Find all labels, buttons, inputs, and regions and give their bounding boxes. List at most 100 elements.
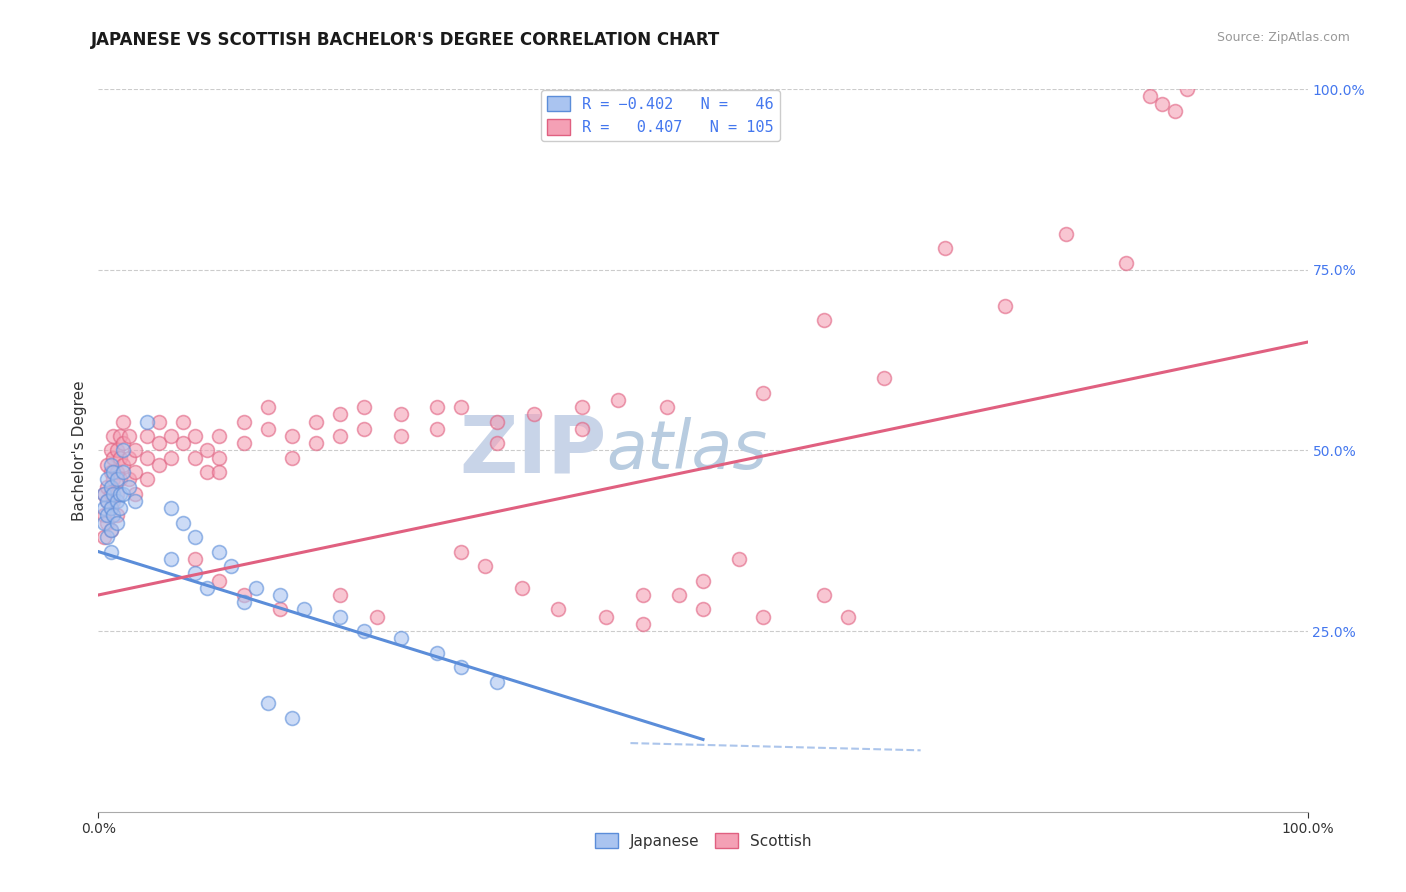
Point — [607, 392, 630, 407]
Point — [873, 371, 896, 385]
Point — [389, 632, 412, 646]
Point — [474, 559, 496, 574]
Point — [96, 480, 118, 494]
Point — [105, 516, 128, 530]
Point — [101, 472, 124, 486]
Point — [101, 494, 124, 508]
Point — [1054, 227, 1077, 241]
Point — [305, 436, 328, 450]
Point — [100, 501, 122, 516]
Point — [184, 530, 207, 544]
Point — [523, 407, 546, 421]
Point — [692, 602, 714, 616]
Point — [1175, 82, 1198, 96]
Point — [329, 407, 352, 421]
Point — [96, 508, 118, 523]
Point — [108, 472, 131, 486]
Point — [111, 443, 134, 458]
Point — [292, 602, 315, 616]
Point — [148, 458, 170, 472]
Point — [101, 465, 124, 479]
Point — [728, 551, 751, 566]
Point — [547, 602, 569, 616]
Point — [111, 487, 134, 501]
Point — [269, 588, 291, 602]
Point — [450, 544, 472, 558]
Point — [148, 415, 170, 429]
Point — [96, 458, 118, 472]
Point — [208, 450, 231, 465]
Point — [100, 501, 122, 516]
Point — [93, 530, 115, 544]
Point — [108, 501, 131, 516]
Legend: Japanese, Scottish: Japanese, Scottish — [589, 827, 817, 855]
Point — [172, 415, 194, 429]
Point — [1152, 96, 1174, 111]
Point — [135, 415, 157, 429]
Point — [111, 465, 134, 479]
Point — [353, 422, 375, 436]
Point — [232, 436, 254, 450]
Point — [752, 385, 775, 400]
Point — [172, 516, 194, 530]
Point — [108, 429, 131, 443]
Point — [184, 566, 207, 581]
Point — [93, 501, 115, 516]
Point — [305, 415, 328, 429]
Point — [101, 429, 124, 443]
Point — [160, 551, 183, 566]
Point — [118, 450, 141, 465]
Point — [692, 574, 714, 588]
Point — [184, 551, 207, 566]
Point — [221, 559, 243, 574]
Point — [486, 415, 509, 429]
Point — [1163, 103, 1185, 118]
Point — [135, 472, 157, 486]
Point — [160, 429, 183, 443]
Point — [1115, 255, 1137, 269]
Text: ZIP: ZIP — [458, 411, 606, 490]
Point — [232, 588, 254, 602]
Point — [105, 494, 128, 508]
Point — [96, 494, 118, 508]
Point — [232, 415, 254, 429]
Point — [934, 241, 956, 255]
Point — [108, 450, 131, 465]
Point — [1139, 89, 1161, 103]
Text: atlas: atlas — [606, 417, 768, 483]
Point — [281, 429, 304, 443]
Point — [655, 400, 678, 414]
Point — [813, 313, 835, 327]
Point — [124, 465, 146, 479]
Point — [100, 523, 122, 537]
Point — [96, 472, 118, 486]
Point — [208, 429, 231, 443]
Point — [100, 443, 122, 458]
Point — [208, 465, 231, 479]
Point — [994, 299, 1017, 313]
Point — [118, 480, 141, 494]
Point — [135, 429, 157, 443]
Point — [105, 508, 128, 523]
Point — [118, 472, 141, 486]
Point — [256, 696, 278, 710]
Point — [100, 465, 122, 479]
Point — [124, 494, 146, 508]
Point — [172, 436, 194, 450]
Point — [281, 450, 304, 465]
Point — [96, 530, 118, 544]
Point — [118, 429, 141, 443]
Y-axis label: Bachelor's Degree: Bachelor's Degree — [72, 380, 87, 521]
Point — [184, 429, 207, 443]
Point — [269, 602, 291, 616]
Point — [752, 609, 775, 624]
Point — [329, 588, 352, 602]
Point — [450, 660, 472, 674]
Point — [105, 465, 128, 479]
Point — [195, 465, 218, 479]
Point — [571, 422, 593, 436]
Point — [486, 436, 509, 450]
Point — [105, 472, 128, 486]
Point — [100, 523, 122, 537]
Point — [281, 711, 304, 725]
